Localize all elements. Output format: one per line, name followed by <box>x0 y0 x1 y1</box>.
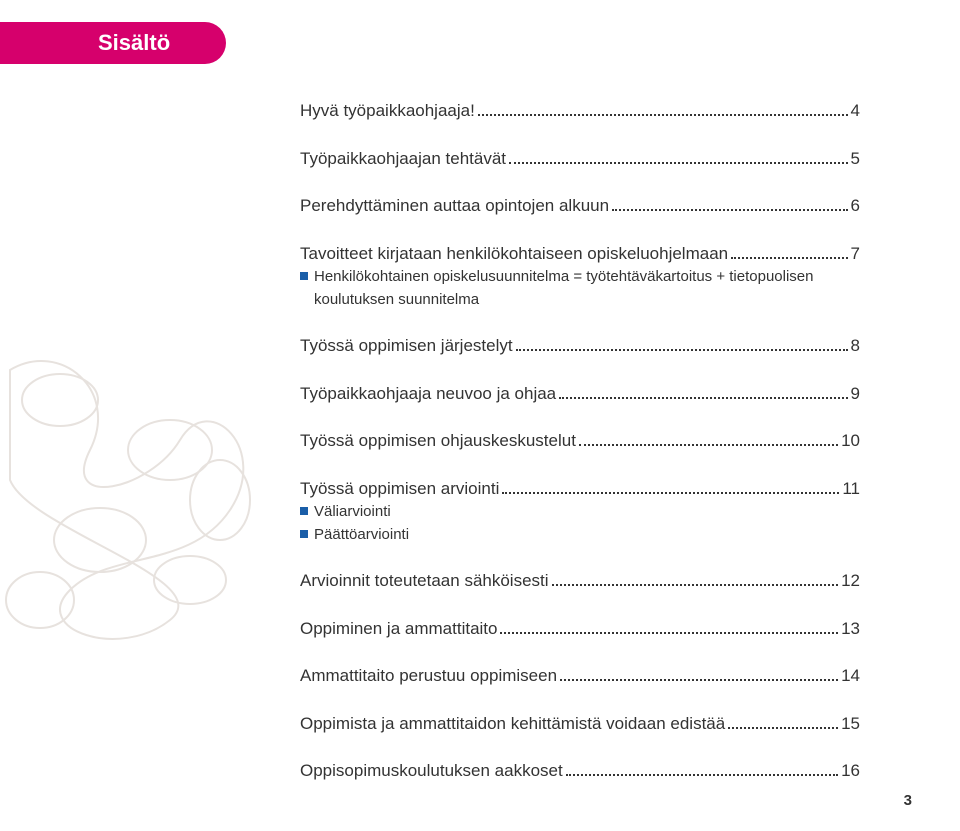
toc-leader-dots <box>478 101 848 116</box>
toc-leader-dots <box>731 243 847 258</box>
page-container: Sisältö Hyvä työpaikkaohjaaja! 4 Työpaikka… <box>0 0 960 831</box>
toc-entry-label: Oppisopimuskoulutuksen aakkoset <box>300 758 563 784</box>
toc-entry-page: 8 <box>851 333 860 359</box>
toc-entry-page: 14 <box>841 663 860 689</box>
toc-entry: Arvioinnit toteutetaan sähköisesti 12 <box>300 568 860 594</box>
toc-entry-label: Työssä oppimisen arviointi <box>300 476 499 502</box>
toc-entry: Työssä oppimisen ohjauskeskustelut 10 <box>300 428 860 454</box>
toc-sub-label: Väliarviointi <box>314 501 391 524</box>
toc-entry-page: 12 <box>841 568 860 594</box>
background-decoration <box>0 330 300 680</box>
toc-entry-label: Oppiminen ja ammattitaito <box>300 616 497 642</box>
toc-entry-page: 7 <box>851 241 860 267</box>
toc-entry: Työpaikkaohjaaja neuvoo ja ohjaa 9 <box>300 381 860 407</box>
bullet-square-icon <box>300 507 308 515</box>
toc-entry-label: Ammattitaito perustuu oppimiseen <box>300 663 557 689</box>
toc-entry-page: 5 <box>851 146 860 172</box>
toc-entry-label: Työssä oppimisen järjestelyt <box>300 333 513 359</box>
toc-leader-dots <box>559 383 847 398</box>
toc-sub-entry: Väliarviointi <box>300 501 860 524</box>
toc-leader-dots <box>502 478 839 493</box>
toc-leader-dots <box>579 431 838 446</box>
toc-leader-dots <box>500 618 838 633</box>
bullet-square-icon <box>300 272 308 280</box>
toc-entry: Perehdyttäminen auttaa opintojen alkuun 6 <box>300 193 860 219</box>
section-title: Sisältö <box>98 30 170 55</box>
toc-sub-entry: Henkilökohtainen opiskelusuunnitelma = t… <box>300 266 860 311</box>
toc-entry-label: Työssä oppimisen ohjauskeskustelut <box>300 428 576 454</box>
toc-entry-page: 11 <box>842 476 860 502</box>
toc-leader-dots <box>516 336 848 351</box>
toc-entry: Työpaikkaohjaajan tehtävät 5 <box>300 146 860 172</box>
toc-leader-dots <box>728 713 838 728</box>
toc-sub-label: Henkilökohtainen opiskelusuunnitelma = t… <box>314 266 860 311</box>
toc-entry-page: 6 <box>851 193 860 219</box>
toc-leader-dots <box>509 148 847 163</box>
toc-leader-dots <box>560 666 838 681</box>
toc-entry-page: 16 <box>841 758 860 784</box>
toc-entry-page: 9 <box>851 381 860 407</box>
toc-entry-label: Tavoitteet kirjataan henkilökohtaiseen o… <box>300 241 728 267</box>
table-of-contents: Hyvä työpaikkaohjaaja! 4 Työpaikkaohjaajan… <box>300 98 860 784</box>
toc-sub-label: Päättöarviointi <box>314 524 409 547</box>
toc-leader-dots <box>612 196 847 211</box>
bullet-square-icon <box>300 530 308 538</box>
toc-entry: Oppiminen ja ammattitaito 13 <box>300 616 860 642</box>
toc-entry-label: Oppimista ja ammattitaidon kehittämistä … <box>300 711 725 737</box>
toc-entry-label: Arvioinnit toteutetaan sähköisesti <box>300 568 549 594</box>
toc-entry: Työssä oppimisen arviointi 11 Väliarvioint… <box>300 476 860 547</box>
page-number: 3 <box>904 792 912 809</box>
toc-entry-label: Perehdyttäminen auttaa opintojen alkuun <box>300 193 609 219</box>
toc-sub-entry: Päättöarviointi <box>300 524 860 547</box>
toc-entry: Ammattitaito perustuu oppimiseen 14 <box>300 663 860 689</box>
toc-entry-label: Työpaikkaohjaajan tehtävät <box>300 146 506 172</box>
toc-entry-page: 15 <box>841 711 860 737</box>
toc-entry-page: 10 <box>841 428 860 454</box>
toc-entry-label: Työpaikkaohjaaja neuvoo ja ohjaa <box>300 381 556 407</box>
toc-entry-page: 13 <box>841 616 860 642</box>
toc-entry: Hyvä työpaikkaohjaaja! 4 <box>300 98 860 124</box>
toc-entry: Tavoitteet kirjataan henkilökohtaiseen o… <box>300 241 860 312</box>
toc-entry-label: Hyvä työpaikkaohjaaja! <box>300 98 475 124</box>
toc-entry: Työssä oppimisen järjestelyt 8 <box>300 333 860 359</box>
toc-entry-page: 4 <box>851 98 860 124</box>
toc-leader-dots <box>566 761 838 776</box>
section-header-tab: Sisältö <box>0 22 226 64</box>
toc-leader-dots <box>552 571 839 586</box>
toc-entry: Oppisopimuskoulutuksen aakkoset 16 <box>300 758 860 784</box>
toc-entry: Oppimista ja ammattitaidon kehittämistä … <box>300 711 860 737</box>
